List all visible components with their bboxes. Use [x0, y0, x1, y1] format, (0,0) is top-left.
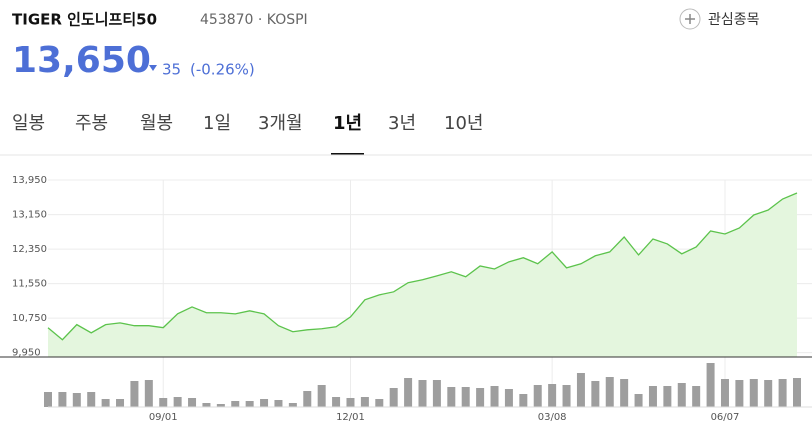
area [48, 192, 797, 357]
volume-bar [58, 392, 67, 407]
volume-bar [101, 399, 110, 407]
volume-bar [87, 392, 96, 407]
tab[interactable]: 일봉 [12, 113, 45, 134]
y-tick-label: 12,350 [12, 244, 47, 255]
tab[interactable]: 월봉 [140, 113, 173, 134]
volume-bar [360, 397, 369, 407]
volume-bar [274, 400, 283, 407]
x-tick-label: 09/01 [149, 412, 178, 423]
volume-bar [346, 398, 355, 407]
stock-code: 453870 · KOSPI [200, 12, 308, 28]
volume-bar [591, 381, 600, 407]
volume-bar [288, 403, 297, 407]
volume-bar [793, 378, 801, 407]
volume-bar [605, 377, 614, 407]
watch-button[interactable]: 관심종목 [679, 8, 760, 30]
volume-bar [389, 388, 398, 407]
price-change: 35 [162, 61, 181, 79]
tab[interactable]: 주봉 [75, 113, 108, 134]
y-tick-label: 13,150 [12, 210, 47, 221]
y-tick-label: 11,550 [12, 279, 47, 290]
plot: 9,950 10,750 11,550 12,350 13,150 13,950 09/01… [0, 175, 812, 423]
volume-bar [720, 379, 729, 407]
volume-bar [620, 379, 629, 407]
volume-bar [692, 386, 701, 407]
volume-bar [332, 397, 341, 407]
volume-bar [548, 384, 557, 407]
down-arrow [149, 65, 157, 71]
volume-bar [260, 399, 269, 407]
volume-bar [188, 398, 197, 407]
volume-bar [404, 378, 413, 407]
volume-bar [576, 373, 585, 407]
volume-bar [130, 381, 139, 407]
volume-bar [159, 398, 168, 407]
x-tick-label: 03/08 [538, 412, 567, 423]
volume-bar [663, 386, 672, 407]
volume-bar [706, 363, 715, 407]
tab[interactable]: 3개월 [258, 113, 303, 134]
volume-bar [778, 379, 787, 407]
volume-bar [231, 401, 240, 407]
volume-bar [202, 403, 211, 407]
volume-bar [418, 380, 427, 407]
y-tick-label: 9,950 [12, 348, 41, 359]
volume-bar [216, 404, 225, 407]
volume-bar [562, 385, 571, 407]
watch-label: 관심종목 [708, 12, 760, 28]
plus [685, 14, 695, 24]
volume-bar [764, 380, 773, 407]
volume-bar [519, 394, 528, 407]
volume-bar [504, 389, 513, 407]
volume-bar [735, 380, 744, 407]
volume-bar [634, 394, 643, 407]
volume-bar [44, 392, 52, 407]
x-tick-label: 06/07 [711, 412, 740, 423]
price-line [47, 192, 798, 341]
y-tick-label: 10,750 [12, 313, 47, 324]
volume-bar [648, 386, 657, 407]
volume-bar [245, 401, 254, 407]
volume-bar [173, 397, 182, 407]
volume-bar [533, 385, 542, 407]
tabs: 일봉 주봉 월봉 1일 3개월 1년 3년 10년 [12, 113, 483, 155]
volume-bar [749, 379, 758, 407]
tab[interactable]: 3년 [388, 113, 416, 134]
volume-bar [303, 391, 312, 407]
stock-name: TIGER 인도니프티50 [12, 11, 157, 29]
volume-bar [116, 399, 125, 407]
volume-bar [677, 383, 686, 407]
y-tick-label: 13,950 [12, 175, 47, 186]
watch-icon [679, 8, 701, 30]
tab[interactable]: 10년 [444, 113, 483, 134]
volume-bar [476, 388, 485, 407]
price-percent: (-0.26%) [190, 61, 255, 79]
volume-bar [72, 393, 81, 407]
tab[interactable]: 1일 [203, 113, 231, 134]
volume-bar [317, 385, 326, 407]
volume-bar [144, 380, 153, 407]
volume-bar [375, 399, 384, 407]
price: 13,650 [12, 40, 151, 81]
volume-bar [432, 380, 441, 407]
volume-bar [447, 387, 456, 407]
x-tick-label: 12/01 [336, 412, 365, 423]
tab[interactable]: 1년 [333, 113, 362, 134]
volume-bar [490, 386, 499, 407]
volume-bar [461, 387, 470, 407]
